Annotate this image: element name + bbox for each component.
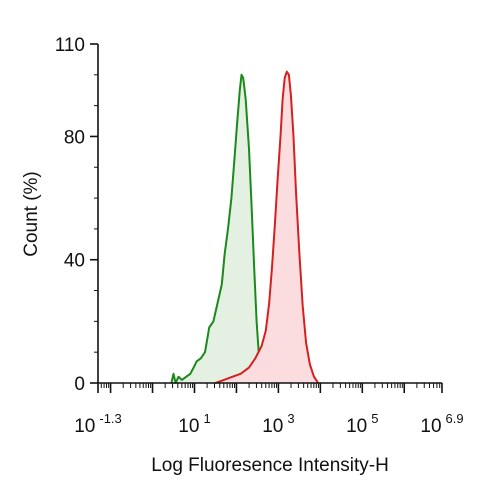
- series-1-fill: [171, 74, 268, 384]
- series-2-line: [215, 70, 320, 384]
- x-tick-label: 10 -1.3: [74, 411, 122, 437]
- y-tick-label: 40: [64, 251, 85, 272]
- y-tick-label: 0: [74, 374, 85, 395]
- series-1-line: [170, 73, 269, 384]
- y-tick-label: 80: [64, 127, 85, 148]
- x-tick-label: 10 1: [178, 411, 210, 437]
- y-axis-title: Count (%): [21, 171, 42, 257]
- x-axis-title: Log Fluoresence Intensity-H: [151, 455, 389, 476]
- y-ticks-layer: 0 40 80 110: [55, 35, 98, 395]
- x-tick-label: 10 5: [346, 411, 378, 437]
- x-tick-label: 10 3: [262, 411, 294, 437]
- x-ticks-layer: 10 -1.3 10 1 10 3 10 5 10 6.9: [74, 383, 464, 437]
- x-tick-label: 10 6.9: [420, 411, 463, 437]
- y-tick-label: 110: [55, 35, 85, 56]
- series-layer: [170, 70, 320, 384]
- plot-area: 10 -1.3 10 1 10 3 10 5 10 6.9 0 40 80 110: [55, 35, 464, 437]
- series-2-fill: [215, 71, 319, 383]
